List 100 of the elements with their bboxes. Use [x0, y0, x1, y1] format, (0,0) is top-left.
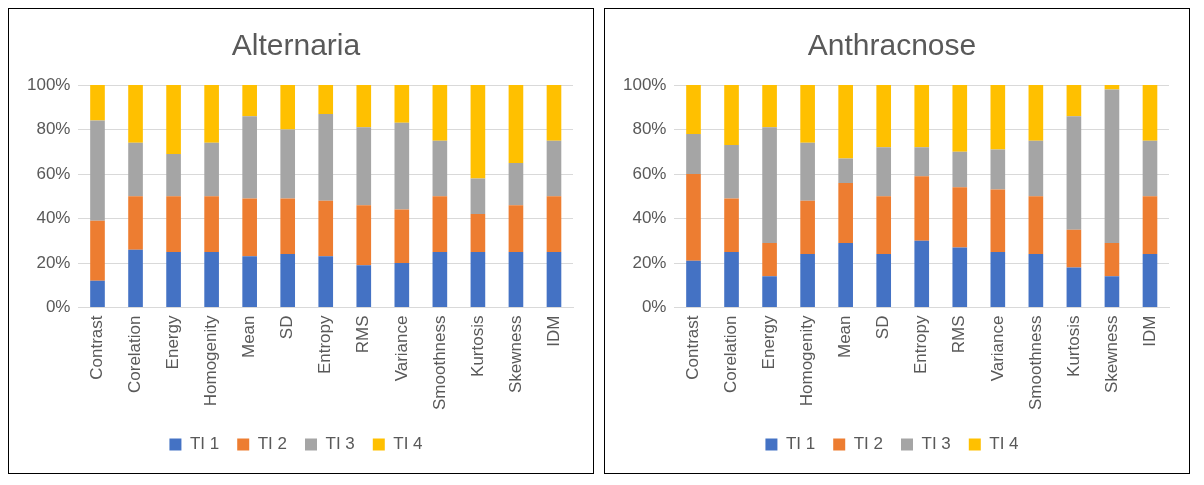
bar [838, 158, 853, 183]
bar [546, 196, 562, 252]
bar [128, 196, 143, 250]
x-tick-label: SD [873, 315, 893, 340]
bar [724, 251, 739, 307]
x-tick-label: SD [277, 315, 297, 340]
x-tick-label: Smoothness [429, 315, 449, 410]
y-tick-label: 80% [36, 119, 71, 139]
bar [686, 260, 701, 307]
legend-label: TI 3 [921, 434, 951, 454]
bar [1066, 116, 1082, 230]
bar [914, 240, 930, 307]
bar [1028, 140, 1044, 197]
bar [432, 140, 448, 197]
x-tick-label: Mean [239, 315, 259, 359]
bar [166, 251, 181, 307]
bar [432, 251, 448, 307]
bar [686, 133, 701, 174]
y-tick-label: 40% [36, 208, 71, 228]
bar [318, 256, 334, 307]
legend-label: TI 1 [189, 434, 220, 454]
x-tick-label: Skewness [1101, 315, 1121, 393]
bar [546, 251, 562, 307]
bar [166, 85, 181, 154]
bar [356, 205, 372, 266]
bar [90, 220, 105, 281]
bar [990, 189, 1006, 252]
bar [724, 145, 739, 199]
bar [800, 254, 815, 307]
bar [762, 276, 777, 307]
bar [90, 280, 105, 307]
bar [1142, 196, 1158, 255]
x-tick-label: Corelation [721, 315, 741, 393]
bar [356, 85, 372, 128]
bar [128, 142, 143, 197]
x-tick-label: Kurtosis [1063, 315, 1083, 377]
x-tick-label: Homogenity [201, 315, 221, 407]
x-tick-label: IDM [543, 315, 563, 347]
x-tick-label: Contrast [683, 315, 703, 380]
bar [508, 162, 524, 206]
legend-label: TI 3 [325, 434, 355, 454]
legend-label: TI 2 [257, 434, 288, 454]
bar [394, 263, 410, 307]
x-tick-label: Entropy [911, 315, 931, 375]
bar [204, 85, 219, 143]
y-tick-label: 0% [641, 297, 667, 317]
bar [432, 196, 448, 252]
x-tick-label: Energy [759, 315, 779, 370]
bar [990, 149, 1006, 190]
bar [762, 127, 777, 243]
bar [242, 85, 257, 117]
bar [470, 178, 486, 215]
bar [280, 254, 296, 307]
y-tick-label: 0% [45, 297, 71, 317]
y-tick-label: 20% [36, 252, 71, 272]
bar [952, 85, 968, 152]
x-tick-label: RMS [353, 315, 373, 354]
bar [686, 85, 701, 134]
bar [470, 251, 486, 307]
bar [800, 142, 815, 201]
bar [470, 214, 486, 252]
bar [128, 85, 143, 143]
bar [914, 85, 930, 148]
y-tick-label: 80% [632, 119, 667, 139]
bar [394, 209, 410, 263]
bar [1066, 229, 1082, 268]
y-tick-label: 20% [632, 252, 667, 272]
bar [952, 247, 968, 307]
bar [1066, 85, 1082, 117]
bar [508, 251, 524, 307]
y-tick-label: 100% [623, 74, 667, 94]
bar [318, 85, 334, 114]
y-tick-label: 40% [632, 208, 667, 228]
bar [546, 85, 562, 141]
bar [280, 129, 296, 199]
x-tick-label: Smoothness [1025, 315, 1045, 410]
bar [280, 198, 296, 255]
bar [204, 142, 219, 197]
y-tick-label: 100% [27, 74, 71, 94]
bar [546, 140, 562, 197]
bar [838, 85, 853, 159]
bar [318, 113, 334, 201]
bar [838, 182, 853, 243]
bar [1142, 254, 1158, 307]
bar [914, 147, 930, 177]
bar [1028, 85, 1044, 141]
bar [876, 196, 892, 255]
bar [952, 187, 968, 248]
y-tick-label: 60% [36, 163, 71, 183]
x-tick-label: Homogenity [797, 315, 817, 407]
bar [508, 205, 524, 252]
bar [990, 251, 1006, 307]
bar [394, 122, 410, 210]
bar [204, 251, 219, 307]
y-tick-label: 60% [632, 163, 667, 183]
bar [990, 85, 1006, 150]
bar [876, 147, 892, 197]
bar [280, 85, 296, 130]
bar [242, 116, 257, 199]
bar [204, 196, 219, 252]
